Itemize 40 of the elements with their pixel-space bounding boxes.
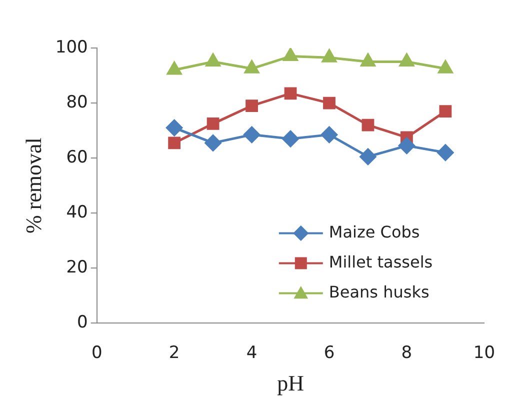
- x-tick-label: 4: [246, 342, 258, 363]
- x-tick-label: 2: [168, 342, 180, 363]
- point: [283, 48, 298, 62]
- x-axis-title: pH: [277, 370, 304, 396]
- point: [437, 144, 454, 161]
- point: [323, 96, 336, 110]
- point: [168, 136, 181, 150]
- point: [360, 148, 376, 165]
- y-tick-label: 60: [66, 148, 88, 168]
- point: [167, 62, 182, 75]
- point: [321, 126, 338, 143]
- point: [398, 137, 415, 154]
- point: [284, 87, 297, 100]
- point: [246, 100, 258, 112]
- point: [399, 54, 414, 67]
- y-tick-label: 40: [66, 202, 88, 223]
- legend-label: Maize Cobs: [328, 222, 420, 242]
- point: [439, 105, 452, 118]
- point: [206, 117, 220, 130]
- point: [360, 54, 376, 67]
- y-tick-label: 100: [55, 37, 88, 58]
- x-tick-label: 6: [324, 342, 335, 363]
- point: [282, 130, 299, 148]
- y-tick-label: 80: [66, 92, 88, 112]
- x-tick-label: 10: [473, 342, 496, 363]
- point: [204, 134, 222, 152]
- x-tick-label: 0: [91, 342, 102, 363]
- point: [206, 54, 220, 67]
- point: [244, 126, 260, 143]
- y-tick-label: 0: [77, 312, 88, 333]
- legend-label: Millet tassels: [328, 252, 433, 272]
- point: [362, 118, 374, 132]
- legend-label: Beans husks: [328, 282, 430, 302]
- point: [166, 120, 183, 136]
- point: [438, 60, 453, 74]
- point: [322, 49, 337, 62]
- x-tick-label: 8: [401, 342, 412, 363]
- y-axis-title: % removal: [20, 138, 46, 234]
- y-tick-label: 20: [66, 258, 88, 278]
- point: [244, 60, 260, 74]
